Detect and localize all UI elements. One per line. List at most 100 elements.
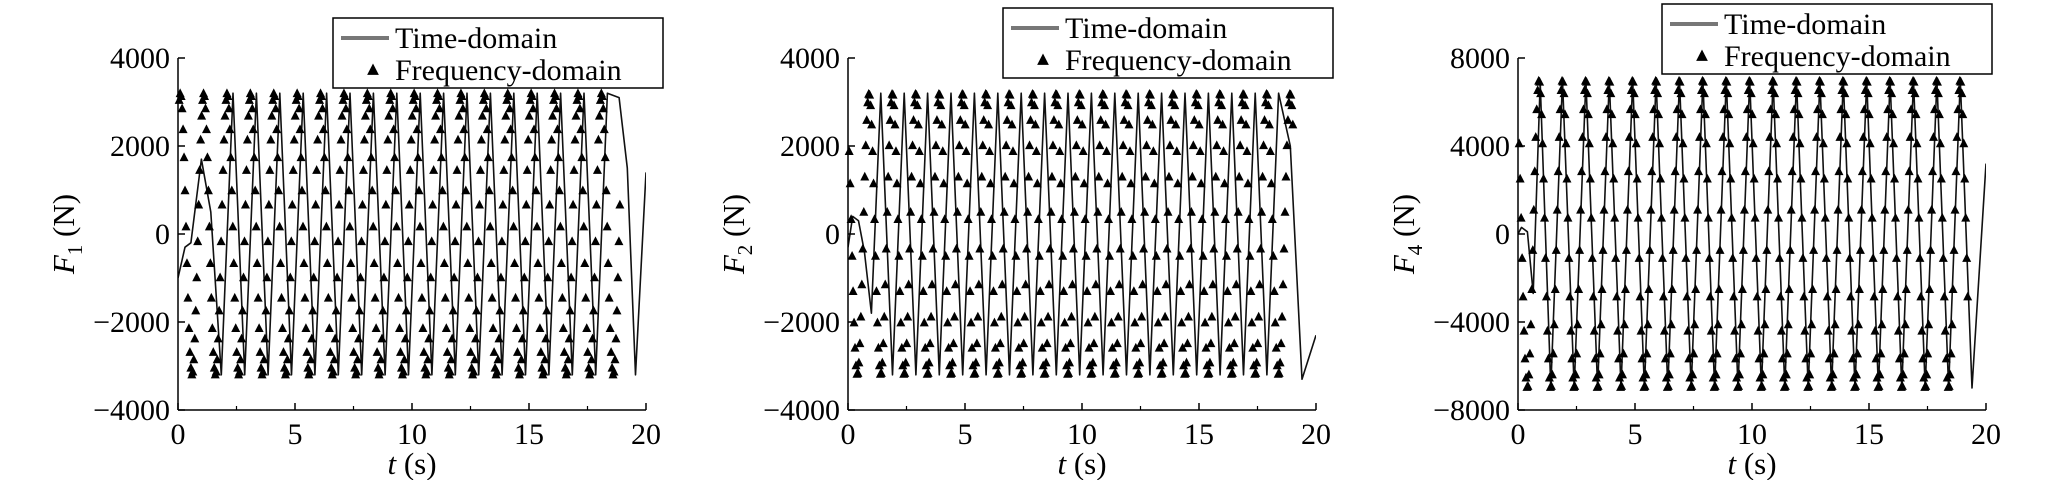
frequency-domain-marker — [1835, 132, 1845, 141]
frequency-domain-marker — [239, 272, 249, 282]
frequency-domain-marker — [611, 333, 621, 343]
frequency-domain-marker — [979, 115, 989, 124]
frequency-domain-marker — [1624, 132, 1634, 141]
frequency-domain-marker — [265, 165, 275, 174]
frequency-domain-marker — [1151, 251, 1161, 260]
frequency-domain-marker — [1065, 357, 1075, 367]
y-tick-label: −2000 — [93, 306, 170, 339]
frequency-domain-marker — [470, 354, 480, 364]
frequency-domain-marker — [1654, 109, 1664, 119]
frequency-domain-marker — [1665, 348, 1675, 358]
frequency-domain-marker — [1930, 104, 1940, 114]
frequency-domain-marker — [861, 140, 871, 150]
frequency-domain-marker — [1636, 325, 1646, 335]
frequency-domain-marker — [1583, 109, 1593, 119]
frequency-domain-marker — [1014, 342, 1024, 352]
frequency-domain-marker — [359, 134, 369, 144]
frequency-domain-marker — [939, 178, 949, 188]
frequency-domain-marker — [1201, 342, 1211, 352]
frequency-domain-marker — [953, 171, 963, 181]
frequency-domain-marker — [889, 100, 899, 110]
frequency-domain-marker — [1104, 251, 1114, 260]
frequency-domain-marker — [948, 357, 958, 367]
frequency-domain-marker — [1899, 348, 1909, 358]
frequency-domain-marker — [557, 292, 567, 302]
frequency-domain-marker — [1809, 245, 1819, 254]
frequency-domain-marker — [276, 258, 286, 268]
frequency-domain-marker — [1953, 104, 1963, 114]
frequency-domain-marker — [318, 124, 328, 134]
frequency-domain-marker — [1562, 173, 1572, 183]
frequency-domain-marker — [319, 152, 329, 162]
frequency-domain-marker — [192, 272, 202, 282]
frequency-domain-marker — [927, 279, 937, 289]
frequency-domain-marker — [1124, 119, 1134, 129]
frequency-domain-marker — [977, 171, 987, 181]
frequency-domain-marker — [606, 347, 616, 356]
frequency-domain-marker — [1893, 325, 1903, 335]
frequency-domain-marker — [367, 185, 377, 195]
frequency-domain-marker — [321, 221, 331, 231]
frequency-domain-marker — [1642, 348, 1652, 358]
frequency-domain-marker — [299, 258, 309, 268]
frequency-domain-marker — [1764, 166, 1774, 176]
frequency-domain-marker — [1197, 214, 1207, 224]
frequency-domain-marker — [497, 236, 507, 246]
frequency-domain-marker — [442, 347, 452, 356]
frequency-domain-marker — [1189, 115, 1199, 124]
time-domain-series-line — [848, 92, 1316, 381]
frequency-domain-marker — [1187, 171, 1197, 181]
frequency-domain-marker — [1110, 368, 1120, 377]
frequency-domain-marker — [475, 165, 485, 174]
frequency-domain-marker — [908, 140, 918, 150]
frequency-domain-marker — [562, 366, 572, 376]
frequency-domain-marker — [858, 243, 868, 253]
frequency-domain-marker — [1184, 279, 1194, 289]
frequency-domain-marker — [1915, 253, 1925, 262]
frequency-domain-marker — [950, 279, 960, 289]
frequency-domain-marker — [1119, 115, 1129, 124]
frequency-domain-marker — [1875, 369, 1885, 379]
frequency-domain-marker — [1831, 284, 1841, 293]
frequency-domain-marker — [220, 110, 230, 120]
frequency-domain-marker — [294, 103, 304, 113]
frequency-domain-marker — [985, 146, 995, 155]
frequency-domain-marker — [383, 134, 393, 144]
frequency-domain-marker — [904, 279, 914, 289]
frequency-domain-marker — [1877, 319, 1887, 329]
frequency-domain-marker — [912, 100, 922, 110]
frequency-domain-marker — [342, 124, 352, 134]
frequency-domain-marker — [1925, 284, 1935, 293]
frequency-domain-marker — [412, 124, 422, 134]
frequency-domain-marker — [1612, 291, 1622, 301]
frequency-domain-marker — [1785, 245, 1795, 254]
frequency-domain-marker — [381, 199, 391, 209]
frequency-domain-marker — [1657, 212, 1667, 222]
frequency-domain-marker — [1047, 171, 1057, 181]
frequency-domain-marker — [1019, 338, 1029, 348]
frequency-domain-marker — [232, 347, 242, 356]
frequency-domain-marker — [1199, 286, 1209, 296]
frequency-domain-marker — [1956, 76, 1966, 86]
frequency-domain-marker — [509, 221, 519, 231]
frequency-domain-marker — [317, 91, 327, 101]
frequency-domain-marker — [1200, 317, 1210, 327]
frequency-domain-marker — [1212, 140, 1222, 150]
frequency-domain-marker — [1137, 311, 1147, 321]
frequency-domain-marker — [862, 115, 872, 124]
frequency-domain-marker — [189, 354, 199, 364]
frequency-domain-marker — [1235, 140, 1245, 150]
frequency-domain-marker — [1240, 100, 1250, 110]
frequency-domain-marker — [1655, 138, 1665, 148]
frequency-domain-marker — [331, 305, 341, 315]
frequency-domain-marker — [446, 354, 456, 364]
frequency-domain-marker — [295, 124, 305, 134]
frequency-domain-marker — [1213, 115, 1223, 124]
frequency-domain-marker — [1812, 132, 1822, 141]
frequency-domain-marker — [1028, 89, 1038, 99]
frequency-domain-marker — [1947, 319, 1957, 329]
frequency-domain-marker — [366, 152, 376, 162]
frequency-domain-marker — [372, 347, 382, 356]
frequency-domain-marker — [975, 243, 985, 253]
